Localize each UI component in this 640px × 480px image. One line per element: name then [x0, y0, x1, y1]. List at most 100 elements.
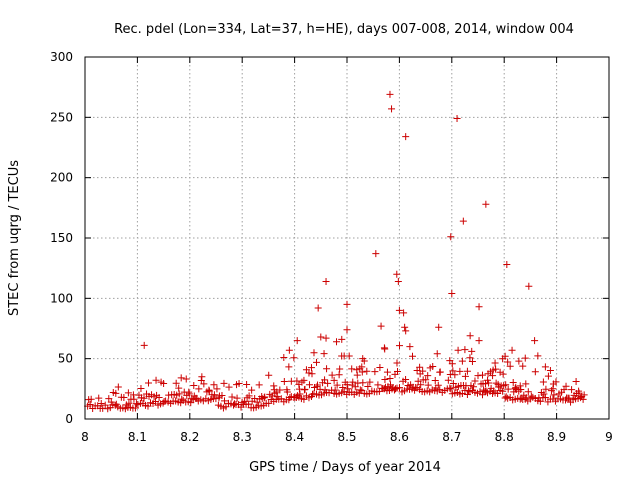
stec-point: [190, 381, 198, 389]
stec-point: [344, 385, 352, 393]
stec-point: [562, 382, 570, 390]
stec-point: [363, 367, 371, 375]
stec-point: [376, 364, 384, 372]
stec-point: [451, 371, 459, 379]
x-tick-label: 8.8: [495, 430, 514, 444]
x-tick-label: 8.5: [337, 430, 356, 444]
stec-point: [114, 383, 122, 391]
stec-point: [333, 381, 341, 389]
stec-point: [371, 368, 379, 376]
stec-point: [484, 376, 492, 384]
stec-point: [293, 337, 301, 345]
stec-point: [339, 383, 347, 391]
x-axis-label: GPS time / Days of year 2014: [249, 460, 441, 475]
stec-point: [456, 367, 464, 375]
y-tick-label: 50: [58, 352, 73, 366]
stec-point: [270, 382, 278, 390]
stec-point: [321, 376, 329, 384]
stec-point: [160, 380, 168, 388]
stec-point: [417, 381, 425, 389]
stec-point: [502, 393, 510, 401]
stec-point: [454, 346, 462, 354]
data-points: [84, 90, 588, 413]
stec-point: [322, 334, 330, 342]
stec-point: [395, 306, 403, 314]
stec-point: [475, 337, 483, 345]
stec-point: [524, 388, 532, 396]
stec-point: [381, 375, 389, 383]
stec-point: [307, 364, 315, 372]
stec-point: [305, 381, 313, 389]
stec-point: [308, 370, 316, 378]
stec-point: [112, 389, 120, 397]
stec-point: [358, 368, 366, 376]
stec-point: [152, 376, 160, 384]
stec-point: [210, 391, 218, 399]
stec-point: [324, 379, 332, 387]
stec-point: [305, 369, 313, 377]
stec-point: [198, 373, 206, 381]
stec-point: [401, 323, 409, 331]
stec-point: [466, 332, 474, 340]
stec-point: [351, 383, 359, 391]
stec-point: [260, 394, 268, 402]
stec-point: [504, 358, 512, 366]
stec-point: [140, 341, 148, 349]
stec-point: [568, 386, 576, 394]
stec-point: [155, 394, 163, 402]
stec-point: [353, 371, 361, 379]
stec-point: [140, 394, 148, 402]
stec-point: [348, 365, 356, 373]
stec-point: [231, 400, 239, 408]
stec-point: [200, 380, 208, 388]
stec-point: [516, 382, 524, 390]
x-tick-label: 8.3: [233, 430, 252, 444]
stec-point: [235, 379, 243, 387]
stec-point: [359, 355, 367, 363]
stec-point: [322, 277, 330, 285]
stec-point: [519, 362, 527, 370]
stec-point: [424, 372, 432, 380]
stec-point: [453, 115, 461, 123]
stec-point: [463, 367, 471, 375]
stec-point: [416, 363, 424, 371]
stec-point: [527, 392, 535, 400]
stec-point: [265, 399, 273, 407]
stec-point: [105, 395, 113, 403]
stec-point: [283, 386, 291, 394]
stec-point: [383, 368, 391, 376]
y-tick-label: 150: [50, 231, 73, 245]
stec-point: [541, 393, 549, 401]
stec-point: [499, 370, 507, 378]
stec-point: [124, 389, 132, 397]
stec-point: [540, 390, 548, 398]
stec-point: [402, 376, 410, 384]
stec-point: [310, 349, 318, 357]
stec-point: [335, 371, 343, 379]
stec-point: [491, 359, 499, 367]
x-tick-label: 8: [81, 430, 89, 444]
stec-point: [447, 385, 455, 393]
x-tick-label: 8.7: [442, 430, 461, 444]
stec-point: [459, 217, 467, 225]
chart-title: Rec. pdel (Lon=334, Lat=37, h=HE), days …: [114, 22, 574, 37]
stec-point: [479, 371, 487, 379]
stec-point: [458, 357, 466, 365]
stec-point: [316, 385, 324, 393]
stec-point: [177, 374, 185, 382]
stec-point: [393, 270, 401, 278]
stec-point: [353, 366, 361, 374]
stec-point: [145, 379, 153, 387]
stec-point: [400, 309, 408, 317]
stec-point: [331, 386, 339, 394]
stec-point: [402, 133, 410, 141]
stec-point: [489, 372, 497, 380]
stec-point: [536, 397, 544, 405]
stec-point: [393, 359, 401, 367]
stec-point: [406, 343, 414, 351]
stec-point: [461, 346, 469, 354]
stec-point: [492, 365, 500, 373]
stec-point: [137, 384, 145, 392]
stec-point: [449, 367, 457, 375]
